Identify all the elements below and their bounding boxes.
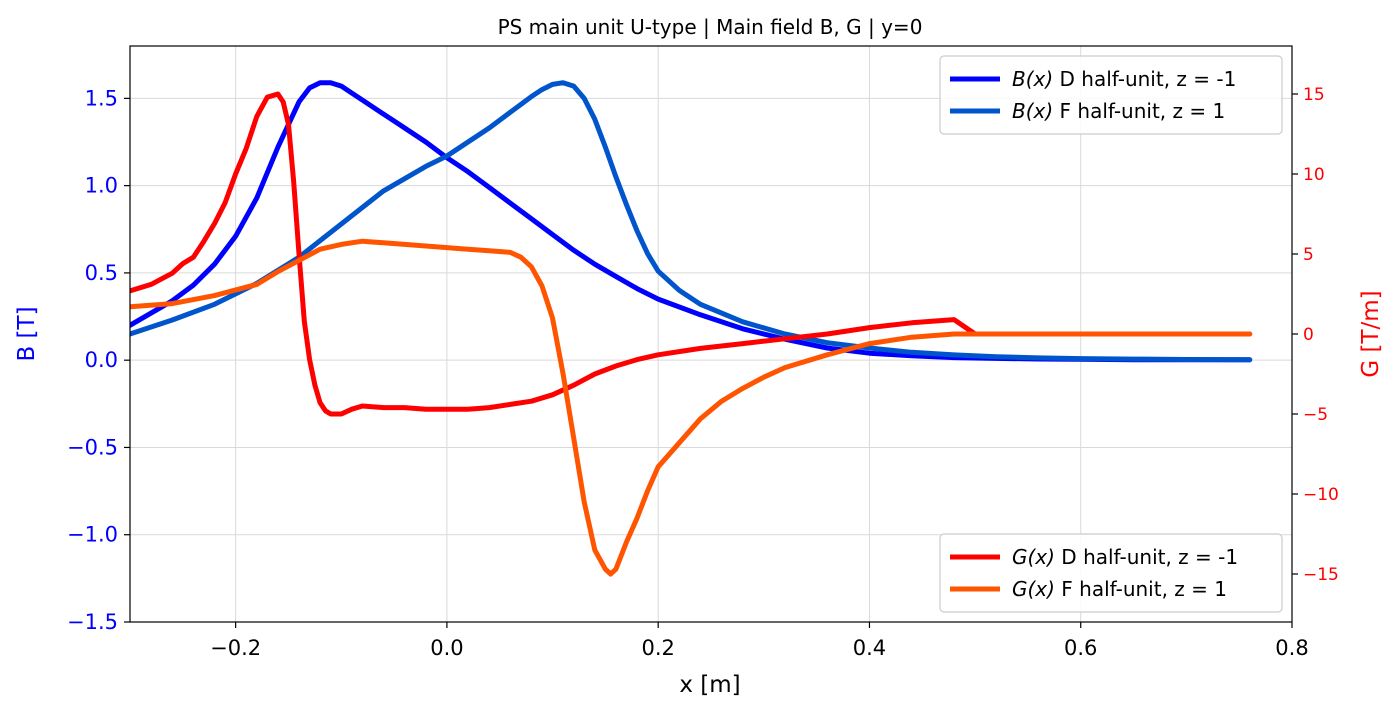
- legend-func: G(x): [1012, 545, 1055, 569]
- x-tick-label: 0.4: [853, 636, 886, 660]
- x-tick-label: 0.0: [430, 636, 463, 660]
- y-axis-right-label: G [T/m]: [1358, 290, 1384, 377]
- y-left-tick-label: 1.5: [85, 86, 118, 110]
- legend-label: G(x) D half-unit, z = -1: [1012, 545, 1238, 569]
- series-line: [130, 238, 1253, 577]
- legend-label: B(x) D half-unit, z = -1: [1012, 67, 1236, 91]
- legend-text: D half-unit, z = -1: [1053, 67, 1236, 91]
- legend-func: B(x): [1012, 99, 1053, 123]
- y-left-tick-label: −0.5: [67, 435, 118, 459]
- y-right-tick-label: 15: [1303, 85, 1325, 105]
- y-left-tick-label: 1.0: [85, 174, 118, 198]
- legend-text: F half-unit, z = 1: [1055, 577, 1227, 601]
- series-line: [130, 80, 1253, 363]
- legend-box: [939, 533, 1283, 613]
- x-axis-label: x [m]: [679, 672, 740, 698]
- legends-group: B(x) D half-unit, z = -1B(x) F half-unit…: [939, 55, 1283, 613]
- y-right-tick-label: −10: [1303, 485, 1339, 505]
- y-axis-left-label: B [T]: [14, 306, 40, 361]
- y-right-tick-label: −5: [1303, 405, 1328, 425]
- legend-box: [939, 55, 1283, 135]
- y-right-tick-label: 0: [1303, 325, 1314, 345]
- x-tick-label: 0.6: [1064, 636, 1097, 660]
- y-left-tick-label: −1.5: [67, 610, 118, 634]
- series-line: [130, 80, 1253, 363]
- series-group: [130, 80, 1253, 577]
- y-right-tick-label: −15: [1303, 565, 1339, 585]
- legend-label: B(x) F half-unit, z = 1: [1012, 99, 1225, 123]
- x-tick-label: −0.2: [210, 636, 261, 660]
- y-left-tick-label: 0.5: [85, 261, 118, 285]
- y-right-tick-label: 5: [1303, 245, 1314, 265]
- y-left-tick-label: −1.0: [67, 523, 118, 547]
- series-line: [130, 91, 1253, 417]
- legend-text: D half-unit, z = -1: [1055, 545, 1238, 569]
- legend-text: F half-unit, z = 1: [1053, 99, 1225, 123]
- legend-func: G(x): [1012, 577, 1055, 601]
- y-left-tick-label: 0.0: [85, 348, 118, 372]
- y-right-tick-label: 10: [1303, 165, 1325, 185]
- ticks-group: −0.2 0.0 0.2 0.4 0.6 0.8 −1.5 −1.0 −0.5 0.0 0.5 1.0…: [67, 85, 1339, 660]
- x-tick-label: 0.8: [1275, 636, 1308, 660]
- legend-func: B(x): [1012, 67, 1053, 91]
- chart-title: PS main unit U-type | Main field B, G | …: [498, 15, 923, 39]
- x-tick-label: 0.2: [641, 636, 674, 660]
- legend-label: G(x) F half-unit, z = 1: [1012, 577, 1227, 601]
